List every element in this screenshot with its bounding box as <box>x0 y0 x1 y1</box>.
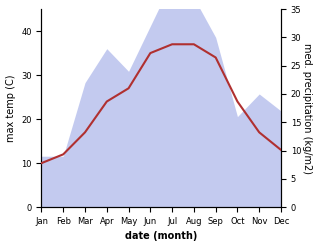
Y-axis label: med. precipitation (kg/m2): med. precipitation (kg/m2) <box>302 43 313 174</box>
X-axis label: date (month): date (month) <box>125 231 197 242</box>
Y-axis label: max temp (C): max temp (C) <box>5 74 16 142</box>
